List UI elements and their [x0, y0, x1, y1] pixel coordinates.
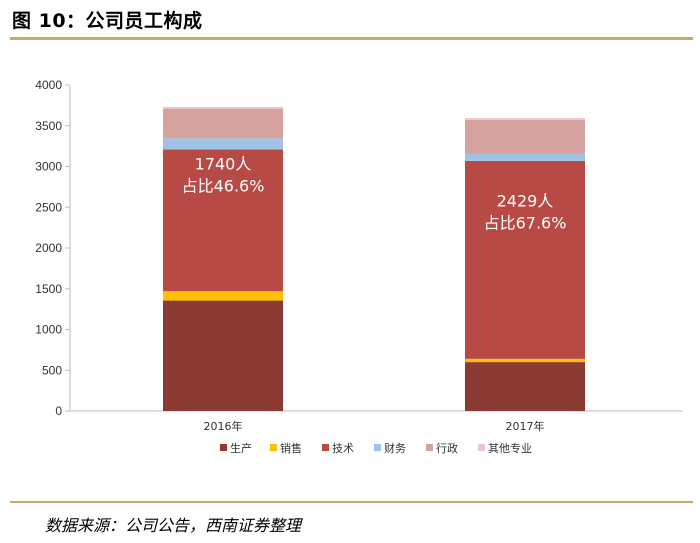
bar-segment	[163, 149, 283, 292]
y-tick-label: 2500	[35, 200, 62, 214]
legend-label: 财务	[384, 441, 406, 455]
bar-segment	[465, 118, 585, 120]
legend-label: 生产	[230, 441, 252, 455]
legend-label: 其他专业	[488, 441, 532, 455]
bar-segment	[163, 138, 283, 150]
legend-swatch	[322, 444, 329, 451]
legend-label: 行政	[436, 441, 458, 455]
legend-swatch	[374, 444, 381, 451]
legend-label: 销售	[280, 441, 302, 455]
legend-swatch	[220, 444, 227, 451]
bar-segment	[465, 160, 585, 359]
staff-composition-chart: 0 500 1000 1500 2000 2500 3000 3500 4000 2016年 201…	[35, 78, 683, 455]
bar-annotation-share: 占比67.6%	[484, 213, 567, 232]
bar-annotation-share: 占比46.6%	[182, 176, 265, 195]
bar-segment	[465, 153, 585, 161]
title-rule	[10, 37, 693, 40]
figure-title: 图 10：公司员工构成	[12, 10, 203, 32]
y-tick-label: 0	[55, 404, 62, 418]
y-tick-label: 2000	[35, 241, 62, 255]
x-category-label: 2016年	[204, 419, 243, 433]
y-tick-label: 500	[42, 363, 62, 377]
bar-segment	[163, 108, 283, 139]
y-tick-label: 3000	[35, 160, 62, 174]
bar-segment	[163, 107, 283, 109]
y-tick-label: 4000	[35, 78, 62, 92]
data-source-note: 数据来源：公司公告，西南证券整理	[45, 516, 302, 535]
legend-label: 技术	[332, 442, 354, 455]
legend-swatch	[426, 444, 433, 451]
bar-segment	[465, 119, 585, 154]
footer-rule	[10, 501, 693, 503]
bar-segment	[465, 358, 585, 363]
bar-annotation-count: 1740人	[195, 154, 252, 173]
bar-annotation-count: 2429人	[497, 191, 554, 210]
legend-swatch	[478, 444, 485, 451]
bar-segment	[465, 362, 585, 411]
bar-segment	[163, 300, 283, 411]
y-tick-label: 1000	[35, 323, 62, 337]
y-tick-label: 1500	[35, 282, 62, 296]
x-category-label: 2017年	[506, 419, 545, 433]
y-tick-label: 3500	[35, 119, 62, 133]
legend-swatch	[270, 444, 277, 451]
bar-segment	[163, 291, 283, 301]
